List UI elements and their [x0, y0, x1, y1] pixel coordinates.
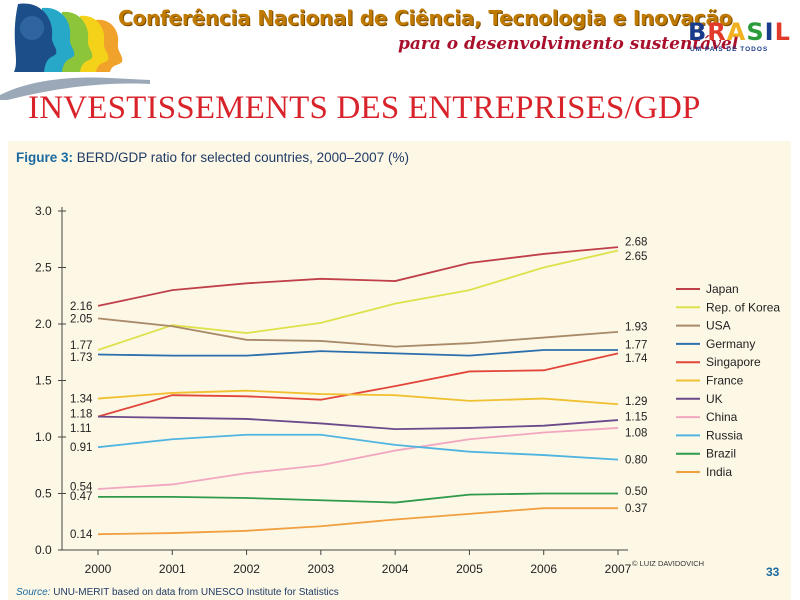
- start-value-label: 2.05: [70, 313, 92, 325]
- legend-label: UK: [706, 392, 723, 406]
- x-tick-label: 2006: [530, 562, 557, 576]
- slide-title: INVESTISSEMENTS DES ENTREPRISES/GDP: [28, 90, 701, 126]
- legend-label: Rep. of Korea: [706, 300, 780, 314]
- start-value-label: 1.18: [70, 408, 92, 420]
- end-value-label: 1.29: [625, 396, 647, 408]
- series-line-russia: [97, 433, 619, 461]
- series-line-japan: [97, 246, 619, 307]
- series-line-china: [97, 427, 619, 490]
- y-tick-label: 2.5: [35, 261, 52, 275]
- copyright-notice: © LUIZ DAVIDOVICH: [632, 559, 705, 568]
- legend-label: Singapore: [706, 355, 761, 369]
- figure-title: Figure 3: BERD/GDP ratio for selected co…: [16, 150, 409, 165]
- x-tick-label: 2001: [159, 562, 186, 576]
- start-value-label: 0.91: [70, 442, 92, 454]
- start-value-label: 1.77: [70, 340, 92, 352]
- x-tick-label: 2004: [382, 562, 409, 576]
- end-value-label: 1.15: [625, 412, 647, 424]
- end-value-label: 0.37: [625, 503, 647, 515]
- end-value-label: 1.08: [625, 427, 647, 439]
- start-value-label: 0.14: [70, 529, 93, 541]
- series-line-singapore: [97, 352, 619, 418]
- legend-label: Russia: [706, 428, 743, 442]
- series-line-uk: [97, 415, 619, 430]
- y-tick-label: 3.0: [35, 204, 52, 218]
- series-line-germany: [97, 349, 618, 357]
- human-heads-logo: [0, 3, 150, 100]
- start-value-label: 1.73: [70, 352, 92, 364]
- start-value-label: 0.54: [70, 482, 93, 494]
- y-tick-label: 1.5: [35, 374, 52, 388]
- slide-number: 33: [766, 565, 780, 579]
- start-value-label: 1.11: [70, 423, 92, 435]
- y-tick-label: 1.0: [35, 430, 52, 444]
- figure-title-text: BERD/GDP ratio for selected countries, 2…: [76, 150, 409, 165]
- brasil-wordmark: BRASIL: [688, 18, 791, 46]
- legend-label: Japan: [706, 282, 739, 296]
- brasil-tagline: UM PAÍS DE TODOS: [690, 46, 769, 53]
- y-tick-label: 0.5: [35, 487, 52, 501]
- source-label: Source:: [16, 587, 51, 598]
- start-value-label: 1.34: [70, 394, 93, 406]
- series-line-india: [97, 507, 618, 536]
- start-value-label: 0.47: [70, 491, 92, 503]
- series-line-rep-of-korea: [97, 249, 619, 351]
- series-line-brazil: [98, 492, 618, 504]
- end-value-label: 0.80: [625, 455, 647, 467]
- conference-title: Conferência Nacional de Ciência, Tecnolo…: [118, 6, 733, 30]
- legend-label: India: [706, 465, 732, 479]
- series-line-france: [97, 389, 619, 406]
- x-tick-label: 2002: [233, 562, 260, 576]
- end-value-label: 2.68: [625, 237, 647, 249]
- x-tick-label: 2007: [605, 562, 632, 576]
- end-value-label: 1.77: [625, 339, 647, 351]
- y-tick-label: 0.0: [35, 543, 52, 557]
- line-chart: 0.0 0.5 1.0 1.5 2.0 2.5 3.0 2000 2001 2002 2003 200…: [35, 204, 780, 576]
- legend-label: France: [706, 374, 744, 388]
- end-value-label: 2.65: [625, 251, 647, 263]
- x-tick-label: 2000: [85, 562, 112, 576]
- legend-label: USA: [706, 319, 731, 333]
- series-line-usa: [97, 317, 619, 348]
- legend-label: China: [706, 410, 738, 424]
- brasil-logo: BRASIL UM PAÍS DE TODOS: [688, 18, 796, 54]
- x-tick-label: 2005: [456, 562, 483, 576]
- source-text: UNU-MERIT based on data from UNESCO Inst…: [53, 587, 339, 598]
- start-value-label: 2.16: [70, 301, 92, 313]
- x-tick-label: 2003: [308, 562, 335, 576]
- legend-label: Germany: [706, 337, 755, 351]
- figure-panel: Figure 3: BERD/GDP ratio for selected co…: [8, 141, 791, 600]
- y-tick-label: 2.0: [35, 317, 52, 331]
- figure-label: Figure 3:: [16, 150, 74, 165]
- conference-subtitle: para o desenvolvimento sustentável: [398, 34, 739, 54]
- figure-source: Source: UNU-MERIT based on data from UNE…: [16, 587, 339, 598]
- end-value-label: 1.93: [625, 321, 647, 333]
- end-value-label: 0.50: [625, 486, 647, 498]
- legend-label: Brazil: [706, 447, 736, 461]
- conference-banner: Conferência Nacional de Ciência, Tecnolo…: [0, 0, 800, 100]
- end-value-label: 1.74: [625, 353, 648, 365]
